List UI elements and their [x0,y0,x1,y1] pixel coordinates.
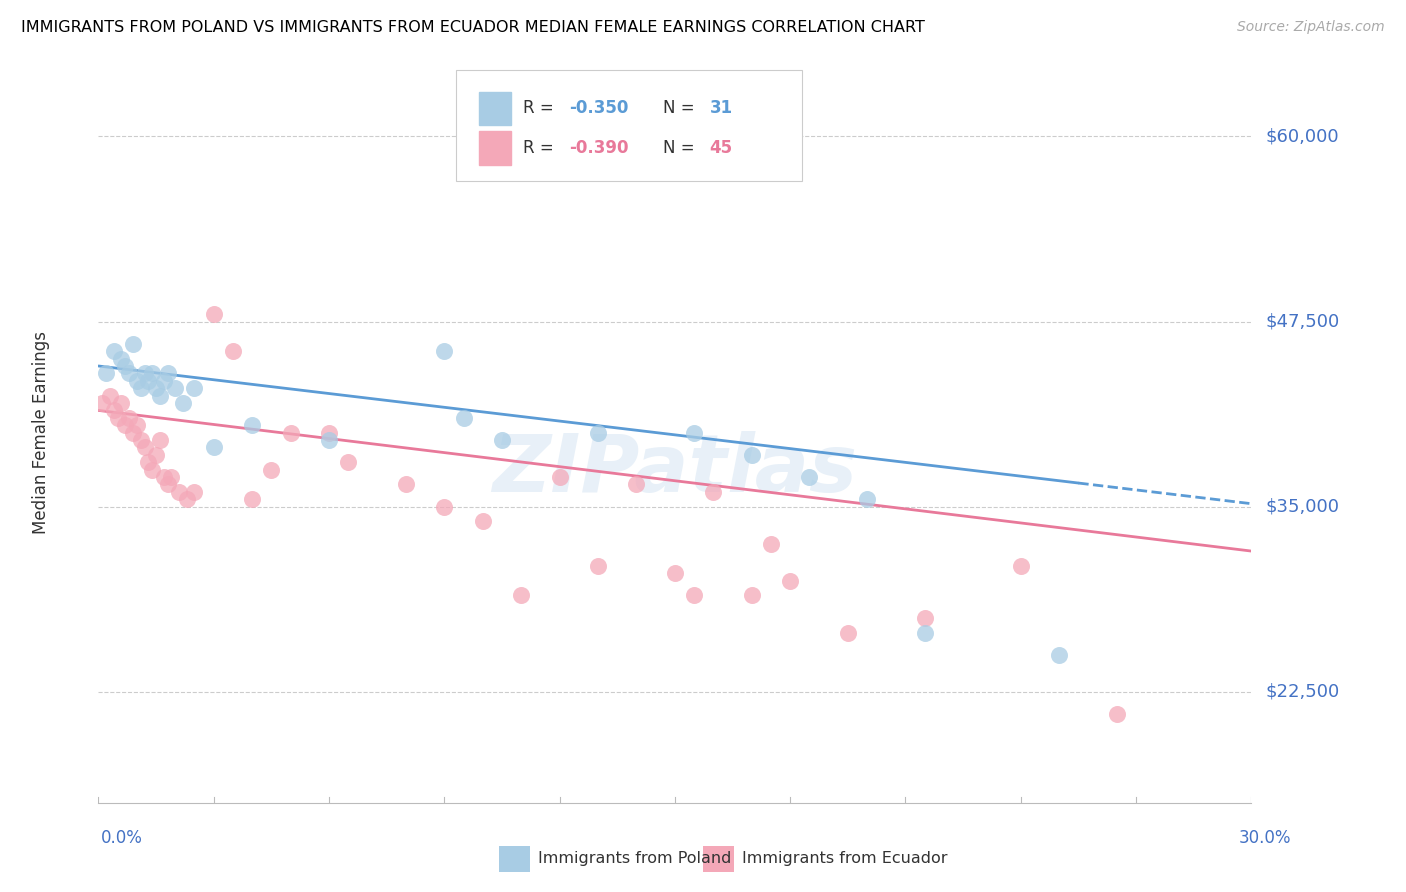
Point [337,455,360,469]
Point [799,470,821,484]
Point [129,433,152,447]
Text: $22,500: $22,500 [1265,682,1340,701]
FancyBboxPatch shape [456,70,801,181]
Text: 31: 31 [710,99,733,118]
Point [165,381,187,395]
Point [914,625,936,640]
Point [260,462,283,476]
Text: Immigrants from Poland: Immigrants from Poland [538,851,733,865]
Point [134,441,156,455]
Point [318,433,340,447]
Point [110,351,132,366]
Text: 0.0%: 0.0% [101,830,143,847]
Point [141,462,163,476]
Text: $35,000: $35,000 [1265,498,1340,516]
Point [122,425,145,440]
Point [122,336,145,351]
Point [118,367,141,381]
Point [510,589,533,603]
Point [172,396,194,410]
Point [222,344,245,359]
Point [145,448,167,462]
Point [586,558,609,573]
Text: IMMIGRANTS FROM POLAND VS IMMIGRANTS FROM ECUADOR MEDIAN FEMALE EARNINGS CORRELA: IMMIGRANTS FROM POLAND VS IMMIGRANTS FRO… [21,20,925,35]
Point [156,477,179,491]
Point [702,484,724,499]
Point [145,381,167,395]
Point [129,381,152,395]
Point [103,344,125,359]
Point [202,307,225,321]
Point [318,425,340,440]
Point [183,381,205,395]
Point [94,367,117,381]
Point [471,515,494,529]
Point [125,418,148,433]
Bar [479,92,512,126]
Point [664,566,686,581]
Text: Immigrants from Ecuador: Immigrants from Ecuador [742,851,948,865]
Point [160,470,183,484]
Text: R =: R = [523,138,558,157]
Point [202,441,225,455]
Text: Source: ZipAtlas.com: Source: ZipAtlas.com [1237,20,1385,34]
Point [138,455,160,469]
Point [183,484,205,499]
Text: $47,500: $47,500 [1265,312,1340,331]
Text: Median Female Earnings: Median Female Earnings [32,331,49,534]
Point [779,574,801,588]
Point [741,448,763,462]
Text: 30.0%: 30.0% [1239,830,1291,847]
Point [134,367,156,381]
Point [149,433,172,447]
Point [167,484,190,499]
Point [156,367,179,381]
Point [759,536,782,550]
Point [395,477,418,491]
Point [626,477,648,491]
Point [107,410,129,425]
Point [110,396,132,410]
Point [683,425,706,440]
Point [240,418,263,433]
Text: R =: R = [523,99,558,118]
Point [240,492,263,507]
Point [149,388,172,402]
Point [103,403,125,417]
Point [453,410,475,425]
Bar [479,131,512,165]
Point [91,396,114,410]
Point [548,470,571,484]
Text: 45: 45 [710,138,733,157]
Point [98,388,121,402]
Text: $60,000: $60,000 [1265,128,1339,145]
Point [141,367,163,381]
Point [152,374,174,388]
Point [114,418,136,433]
Point [176,492,198,507]
Point [1047,648,1070,662]
Point [433,344,456,359]
Point [152,470,174,484]
Point [114,359,136,373]
Point [914,610,936,624]
Point [837,625,859,640]
Point [138,374,160,388]
Point [683,589,706,603]
Point [856,492,879,507]
Text: ZIPatlas: ZIPatlas [492,431,858,508]
Point [741,589,763,603]
Point [118,410,141,425]
Text: -0.350: -0.350 [569,99,628,118]
Point [586,425,609,440]
Point [1010,558,1032,573]
Point [491,433,513,447]
Point [280,425,302,440]
Text: N =: N = [664,138,700,157]
Text: N =: N = [664,99,700,118]
Point [125,374,148,388]
Point [1105,706,1128,721]
Text: -0.390: -0.390 [569,138,628,157]
Point [433,500,456,514]
